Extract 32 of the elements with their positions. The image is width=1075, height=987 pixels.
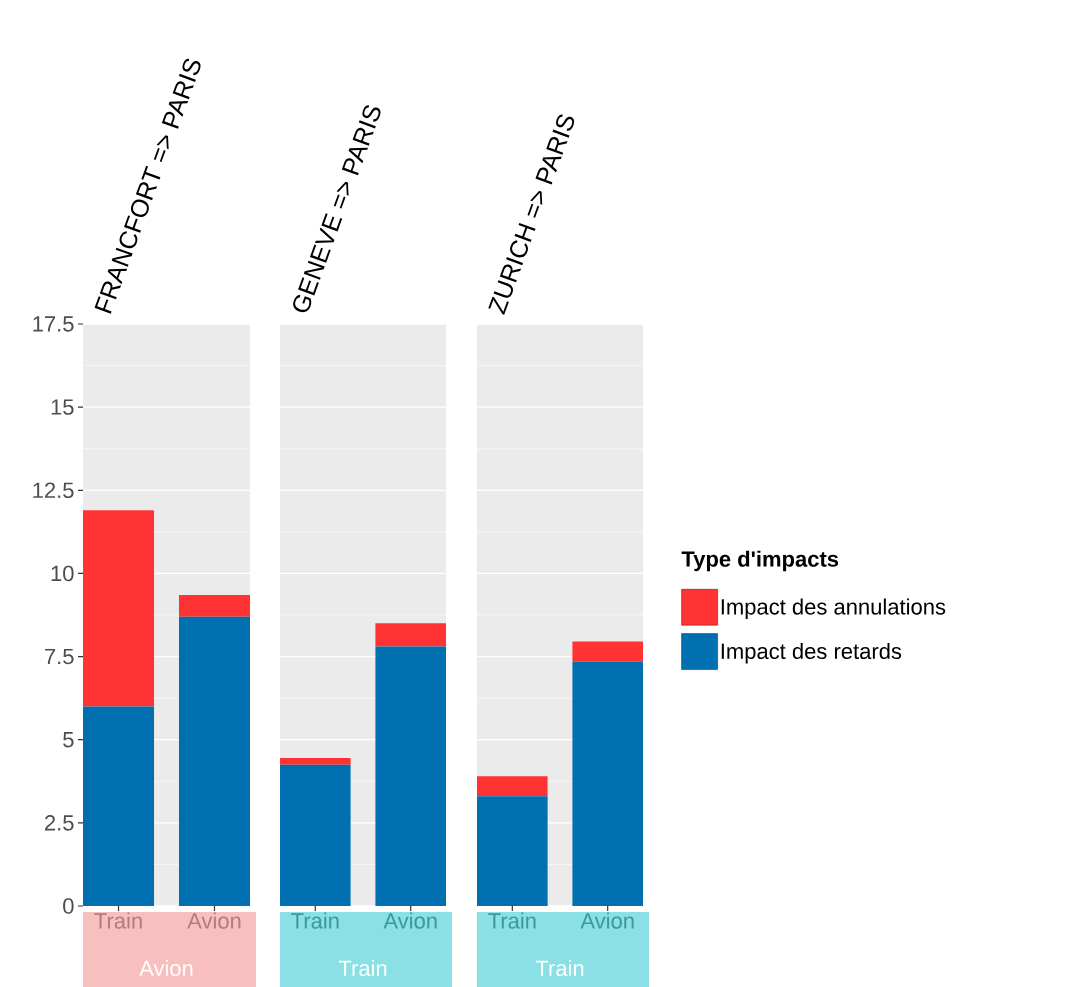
x-tick-label: Train [488, 912, 536, 929]
y-tick-label: 0 [63, 898, 74, 914]
bar [572, 641, 644, 662]
y-tick-label: 12.5 [33, 482, 74, 499]
y-tick-label: 2.5 [45, 815, 74, 831]
x-tick-label: Avion [580, 912, 634, 929]
x-axis-title: Avion [139, 959, 193, 977]
bar [477, 796, 548, 906]
x-tick-label: Avion [383, 912, 437, 929]
legend-title: Type d'impacts [681, 550, 839, 572]
bar [83, 510, 155, 707]
y-tick-label: 5 [63, 732, 74, 748]
legend-label: Impact des retards [721, 642, 902, 664]
bar [280, 764, 351, 906]
bar [477, 776, 548, 797]
y-tick-label: 17.5 [33, 316, 74, 332]
bar [375, 623, 446, 647]
y-tick-label: 7.5 [45, 648, 74, 665]
y-tick-label: 15 [51, 399, 74, 415]
x-tick-label: Train [291, 912, 339, 929]
x-tick-label: Avion [187, 912, 241, 929]
legend-label: Impact des annulations [721, 598, 946, 619]
bar [178, 616, 250, 906]
bar [375, 646, 446, 906]
x-tick-label: Train [94, 912, 142, 929]
y-tick-label: 10 [51, 565, 74, 582]
x-axis-title: Train [535, 959, 584, 977]
bar [572, 661, 644, 906]
x-axis-title: Train [338, 959, 387, 977]
bar [280, 758, 351, 765]
bar [83, 706, 155, 906]
bar [178, 595, 250, 617]
